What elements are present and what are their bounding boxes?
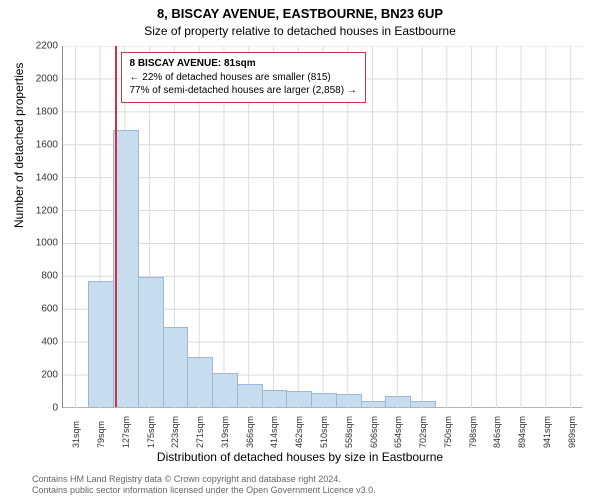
footer-attribution: Contains HM Land Registry data © Crown c… [32, 474, 376, 496]
y-tick: 200 [18, 370, 58, 381]
x-tick: 798sqm [468, 416, 478, 448]
x-tick: 846sqm [492, 416, 502, 448]
marker-line [115, 46, 117, 407]
bar [163, 327, 189, 407]
x-tick: 606sqm [369, 416, 379, 448]
x-tick: 271sqm [195, 416, 205, 448]
x-tick: 510sqm [319, 416, 329, 448]
footer-line-2: Contains public sector information licen… [32, 485, 376, 496]
callout-line: ← 22% of detached houses are smaller (81… [130, 71, 357, 85]
y-tick: 2200 [18, 41, 58, 52]
bar [187, 357, 213, 407]
x-tick: 654sqm [393, 416, 403, 448]
x-tick: 319sqm [220, 416, 230, 448]
x-tick: 127sqm [121, 416, 131, 448]
x-tick: 79sqm [96, 421, 106, 448]
x-tick: 414sqm [269, 416, 279, 448]
bar [286, 391, 312, 407]
bar [262, 390, 288, 407]
x-tick: 702sqm [418, 416, 428, 448]
property-size-chart: 8, BISCAY AVENUE, EASTBOURNE, BN23 6UP S… [0, 0, 600, 500]
x-tick: 366sqm [245, 416, 255, 448]
x-tick: 941sqm [542, 416, 552, 448]
y-tick: 1600 [18, 139, 58, 150]
y-tick: 1000 [18, 238, 58, 249]
bar [311, 393, 337, 407]
y-tick: 400 [18, 337, 58, 348]
x-axis-label: Distribution of detached houses by size … [0, 450, 600, 464]
y-tick: 0 [18, 403, 58, 414]
chart-title: 8, BISCAY AVENUE, EASTBOURNE, BN23 6UP [0, 6, 600, 21]
y-tick: 2000 [18, 73, 58, 84]
bar [361, 401, 387, 407]
bar [212, 373, 238, 407]
x-tick: 223sqm [170, 416, 180, 448]
y-tick: 1800 [18, 106, 58, 117]
callout-line: 77% of semi-detached houses are larger (… [130, 84, 357, 98]
x-tick: 989sqm [567, 416, 577, 448]
callout-box: 8 BISCAY AVENUE: 81sqm← 22% of detached … [121, 52, 366, 103]
y-tick: 1200 [18, 205, 58, 216]
bar [336, 394, 362, 407]
bar [385, 396, 411, 407]
y-tick: 1400 [18, 172, 58, 183]
y-tick: 600 [18, 304, 58, 315]
x-tick: 31sqm [71, 421, 81, 448]
x-tick: 558sqm [344, 416, 354, 448]
chart-subtitle: Size of property relative to detached ho… [0, 24, 600, 38]
x-tick: 175sqm [146, 416, 156, 448]
bar [138, 277, 164, 407]
x-tick: 462sqm [294, 416, 304, 448]
x-tick: 894sqm [517, 416, 527, 448]
bar [410, 401, 436, 407]
footer-line-1: Contains HM Land Registry data © Crown c… [32, 474, 376, 485]
callout-line: 8 BISCAY AVENUE: 81sqm [130, 57, 357, 71]
bar [113, 130, 139, 407]
bar [237, 384, 263, 407]
x-tick: 750sqm [443, 416, 453, 448]
bar [88, 281, 114, 407]
y-tick: 800 [18, 271, 58, 282]
plot-area: 8 BISCAY AVENUE: 81sqm← 22% of detached … [62, 46, 582, 408]
